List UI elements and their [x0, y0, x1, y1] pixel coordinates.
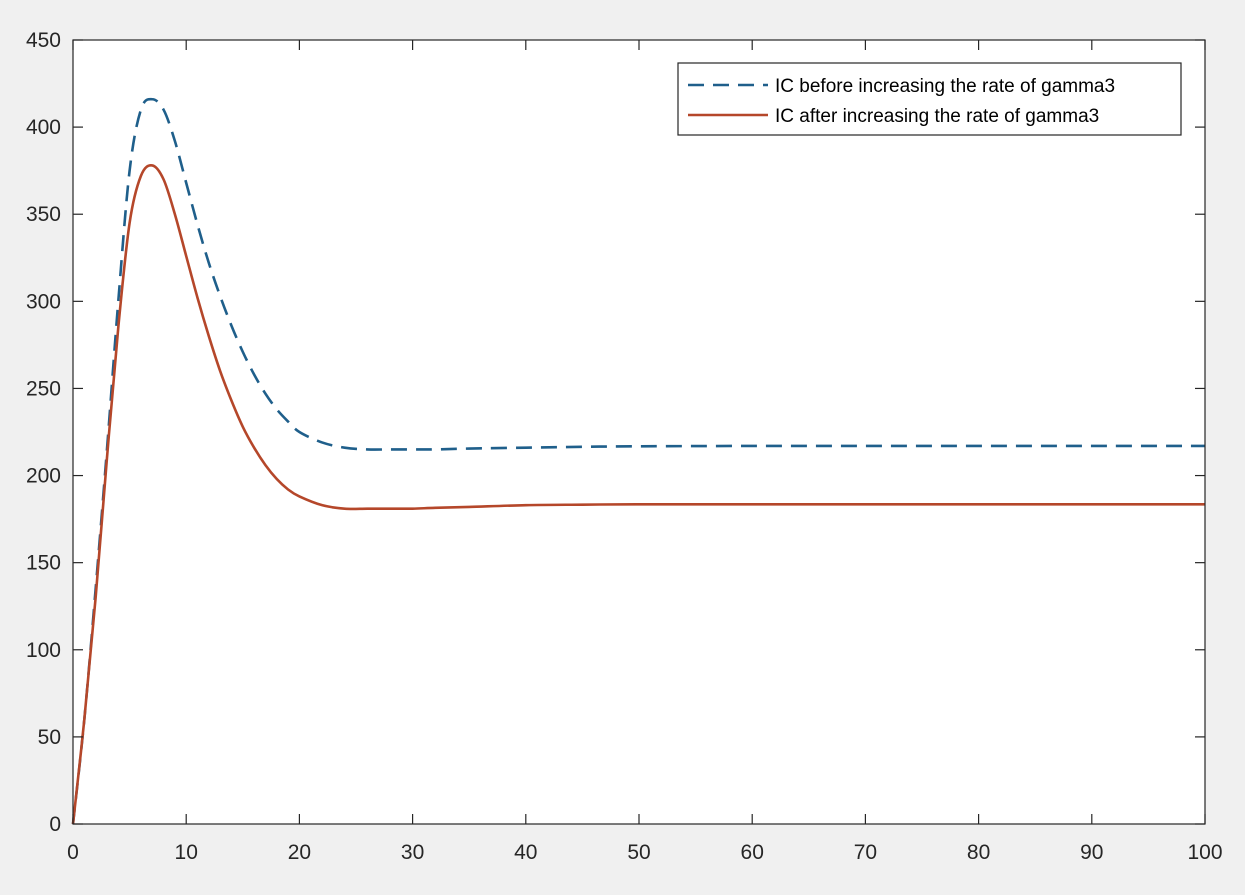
- y-tick-label: 0: [49, 813, 61, 836]
- x-tick-label: 60: [741, 841, 764, 864]
- x-tick-label: 0: [67, 841, 79, 864]
- y-tick-label: 200: [26, 465, 61, 488]
- series-line-1: [71, 97, 1205, 825]
- x-tick-label: 40: [514, 841, 537, 864]
- legend-label-1: IC before increasing the rate of gamma3: [775, 76, 1115, 97]
- y-tick-label: 450: [26, 29, 61, 52]
- axes-layer: 0 10 20 30 40 50 60 70 80 90 100 0 50 100 150 200 250 300…: [26, 29, 1223, 864]
- x-tick-label: 70: [854, 841, 877, 864]
- y-tick-label: 350: [26, 203, 61, 226]
- x-tick-label: 30: [401, 841, 424, 864]
- series-line-2: [71, 164, 1205, 825]
- legend-box: [677, 62, 1182, 136]
- x-tick-label: 90: [1080, 841, 1103, 864]
- x-tick-label: 100: [1187, 841, 1222, 864]
- legend-label-2: IC after increasing the rate of gamma3: [775, 106, 1099, 127]
- x-tick-label: 50: [627, 841, 650, 864]
- legend[interactable]: IC before increasing the rate of gamma3 I…: [677, 62, 1182, 136]
- y-tick-label: 100: [26, 639, 61, 662]
- x-tick-label: 10: [175, 841, 198, 864]
- y-tick-label: 50: [38, 726, 61, 749]
- plot-area: [73, 40, 1205, 824]
- y-tick-label: 300: [26, 290, 61, 313]
- x-tick-label: 80: [967, 841, 990, 864]
- series-layer: [71, 97, 1205, 825]
- y-tick-label: 400: [26, 116, 61, 139]
- y-tick-label: 150: [26, 552, 61, 575]
- y-tick-label: 250: [26, 377, 61, 400]
- x-tick-label: 20: [288, 841, 311, 864]
